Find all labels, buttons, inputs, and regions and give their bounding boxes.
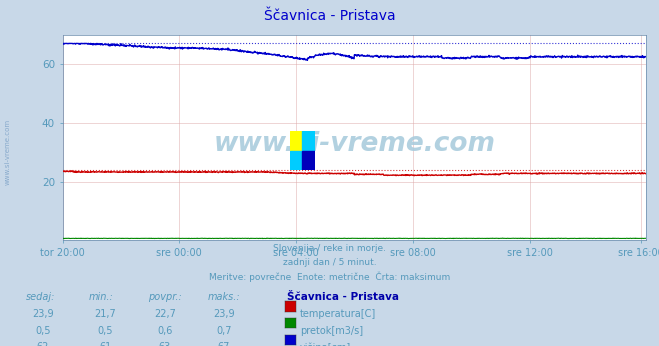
Text: 23,9: 23,9	[214, 309, 235, 319]
Text: 23,9: 23,9	[32, 309, 53, 319]
Text: višina[cm]: višina[cm]	[300, 342, 351, 346]
Text: Slovenija / reke in morje.: Slovenija / reke in morje.	[273, 244, 386, 253]
Bar	[290, 151, 302, 170]
Text: temperatura[C]: temperatura[C]	[300, 309, 376, 319]
Text: 22,7: 22,7	[154, 309, 176, 319]
Text: 0,6: 0,6	[157, 326, 173, 336]
Bar	[302, 151, 315, 170]
Text: min.:: min.:	[89, 292, 114, 302]
Text: 67: 67	[218, 342, 230, 346]
Text: Meritve: povrečne  Enote: metrične  Črta: maksimum: Meritve: povrečne Enote: metrične Črta: …	[209, 272, 450, 282]
Text: 0,5: 0,5	[98, 326, 113, 336]
Bar	[302, 131, 315, 151]
Text: 62: 62	[37, 342, 49, 346]
Text: 63: 63	[159, 342, 171, 346]
Text: maks.:: maks.:	[208, 292, 241, 302]
Text: Ščavnica - Pristava: Ščavnica - Pristava	[264, 9, 395, 22]
Text: povpr.:: povpr.:	[148, 292, 182, 302]
Text: 21,7: 21,7	[94, 309, 117, 319]
Text: 0,5: 0,5	[35, 326, 51, 336]
Text: sedaj:: sedaj:	[26, 292, 56, 302]
Text: www.si-vreme.com: www.si-vreme.com	[214, 131, 495, 157]
Text: 0,7: 0,7	[216, 326, 232, 336]
Bar	[290, 131, 302, 151]
Text: 61: 61	[100, 342, 111, 346]
Text: zadnji dan / 5 minut.: zadnji dan / 5 minut.	[283, 258, 376, 267]
Text: Ščavnica - Pristava: Ščavnica - Pristava	[287, 292, 399, 302]
Text: pretok[m3/s]: pretok[m3/s]	[300, 326, 363, 336]
Text: www.si-vreme.com: www.si-vreme.com	[5, 119, 11, 185]
